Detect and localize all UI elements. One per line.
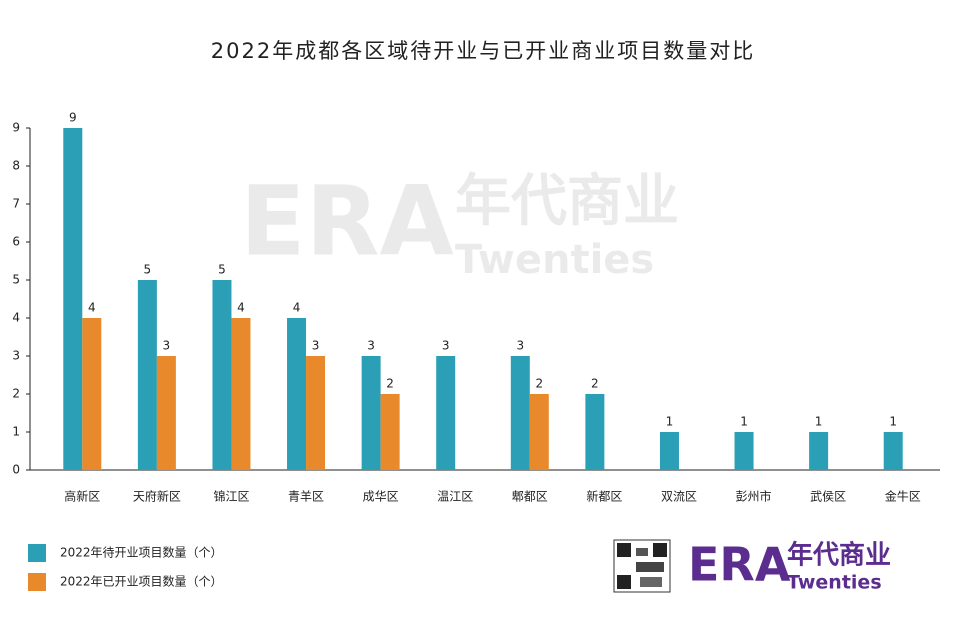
data-label: 3 bbox=[442, 339, 450, 353]
legend-label: 2022年待开业项目数量（个） bbox=[60, 545, 223, 560]
data-label: 1 bbox=[740, 415, 748, 429]
x-tick-label: 成华区 bbox=[363, 490, 399, 504]
y-tick-label: 5 bbox=[12, 273, 20, 287]
legend-label: 2022年已开业项目数量（个） bbox=[60, 574, 223, 589]
x-tick-label: 武侯区 bbox=[810, 490, 846, 504]
x-tick-label: 新都区 bbox=[586, 489, 622, 504]
x-tick-label: 温江区 bbox=[437, 490, 473, 504]
data-label: 3 bbox=[312, 339, 320, 353]
legend-swatch bbox=[28, 544, 46, 562]
chart-title: 2022年成都各区域待开业与已开业商业项目数量对比 bbox=[211, 39, 755, 63]
data-label: 3 bbox=[367, 339, 375, 353]
bar bbox=[734, 432, 754, 470]
bar bbox=[510, 356, 530, 470]
x-tick-label: 金牛区 bbox=[885, 489, 921, 504]
data-label: 1 bbox=[815, 415, 823, 429]
bar bbox=[883, 432, 903, 470]
data-label: 4 bbox=[88, 301, 96, 315]
bar bbox=[585, 394, 605, 470]
x-tick-label: 郫都区 bbox=[512, 489, 548, 504]
data-label: 2 bbox=[591, 377, 599, 391]
bar bbox=[436, 356, 456, 470]
y-tick-label: 9 bbox=[12, 121, 20, 135]
data-label: 5 bbox=[218, 263, 226, 277]
qr-corner bbox=[617, 543, 631, 557]
bar bbox=[156, 356, 176, 470]
qr-dots bbox=[636, 562, 664, 572]
watermark-cn: 年代商业 bbox=[455, 169, 679, 234]
bar bbox=[137, 280, 157, 470]
bar bbox=[231, 318, 251, 470]
data-label: 1 bbox=[666, 415, 674, 429]
data-label: 3 bbox=[163, 339, 171, 353]
qr-code bbox=[613, 539, 671, 593]
x-tick-label: 双流区 bbox=[661, 490, 697, 504]
qr-corner bbox=[617, 575, 631, 589]
qr-corner bbox=[653, 543, 667, 557]
data-label: 4 bbox=[293, 301, 301, 315]
data-label: 2 bbox=[386, 377, 394, 391]
bar bbox=[809, 432, 829, 470]
y-tick-label: 0 bbox=[12, 463, 20, 477]
data-label: 2 bbox=[535, 377, 543, 391]
bar bbox=[212, 280, 232, 470]
data-label: 1 bbox=[889, 415, 897, 429]
watermark-mark: ERA bbox=[240, 165, 454, 277]
x-tick-label: 彭州市 bbox=[736, 489, 772, 504]
x-tick-label: 天府新区 bbox=[133, 489, 181, 504]
qr-dots bbox=[640, 577, 662, 587]
y-tick-label: 7 bbox=[12, 197, 20, 211]
bar bbox=[306, 356, 326, 470]
y-tick-label: 6 bbox=[12, 235, 20, 249]
qr-dots bbox=[636, 548, 648, 556]
x-tick-label: 高新区 bbox=[64, 489, 100, 504]
bar bbox=[287, 318, 307, 470]
y-tick-label: 3 bbox=[12, 349, 20, 363]
logo-cn: 年代商业 bbox=[787, 540, 891, 571]
logo-mark: ERA bbox=[688, 538, 791, 592]
logo-en: Twenties bbox=[787, 572, 882, 594]
bar bbox=[659, 432, 679, 470]
y-tick-label: 8 bbox=[12, 159, 20, 173]
watermark-en: Twenties bbox=[455, 237, 654, 283]
y-tick-label: 2 bbox=[12, 387, 20, 401]
bar bbox=[529, 394, 549, 470]
x-tick-label: 锦江区 bbox=[213, 490, 249, 504]
data-label: 9 bbox=[69, 111, 77, 125]
y-tick-label: 4 bbox=[12, 311, 20, 325]
data-label: 4 bbox=[237, 301, 245, 315]
bar bbox=[361, 356, 381, 470]
data-label: 5 bbox=[144, 263, 152, 277]
bar bbox=[82, 318, 102, 470]
bar bbox=[380, 394, 400, 470]
legend-swatch bbox=[28, 573, 46, 591]
data-label: 3 bbox=[516, 339, 524, 353]
x-tick-label: 青羊区 bbox=[288, 489, 324, 504]
bar bbox=[63, 128, 83, 470]
y-tick-label: 1 bbox=[12, 425, 20, 439]
watermark: ERA 年代商业 Twenties bbox=[240, 165, 679, 283]
